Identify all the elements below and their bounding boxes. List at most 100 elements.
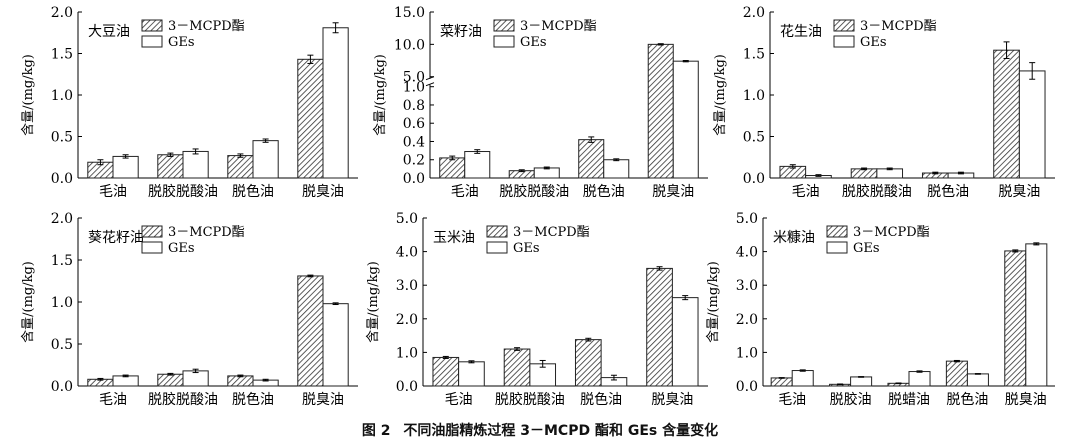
y-tick-label: 0.4 xyxy=(403,134,425,150)
x-tick-label: 脱色油 xyxy=(583,183,625,200)
bar-ges xyxy=(252,140,279,179)
bar-mcpd xyxy=(439,157,466,179)
bar-ges xyxy=(322,27,349,179)
bar-ges xyxy=(182,150,209,179)
x-tick-label: 脱胶脱酸油 xyxy=(148,391,218,408)
y-tick-label: 0.8 xyxy=(403,98,425,114)
x-tick-label: 脱胶油 xyxy=(830,391,872,408)
error-bar xyxy=(97,377,104,381)
chart-panel-3: 0.0 0.5 1.0 1.5 2.0 含量/(mg/kg) 毛油 脱胶脱酸油 脱色油 脱臭油 花生… xyxy=(712,5,1055,200)
error-bar xyxy=(474,149,481,154)
x-tick-label: 毛油 xyxy=(99,392,127,408)
error-bar xyxy=(332,22,339,34)
bar-mcpd xyxy=(157,154,184,179)
bar-mcpd xyxy=(432,356,460,387)
bar-mcpd xyxy=(578,139,605,179)
error-bar xyxy=(1012,249,1019,253)
bar-ges xyxy=(182,370,209,387)
y-axis-label: 含量/(mg/kg) xyxy=(712,54,728,136)
bar-mcpd xyxy=(850,168,878,179)
bar-ges xyxy=(464,151,491,179)
error-bar xyxy=(307,54,314,64)
y-tick-label: 5.0 xyxy=(736,211,758,227)
y-axis-label: 含量/(mg/kg) xyxy=(20,54,36,136)
bar-mcpd xyxy=(945,360,968,387)
y-axis-label: 含量/(mg/kg) xyxy=(365,261,381,343)
y-axis-label: 含量/(mg/kg) xyxy=(372,54,388,136)
y-tick-label: 1.0 xyxy=(396,345,418,361)
chart-title: 大豆油 xyxy=(88,24,130,40)
chart-panel-1: 0.0 0.5 1.0 1.5 2.0 含量/(mg/kg) 毛油 脱胶脱酸油 脱色油 脱臭油 大豆… xyxy=(20,5,358,200)
legend-swatch xyxy=(486,241,508,254)
x-tick-label: 脱胶脱酸油 xyxy=(499,183,569,200)
bar-ges xyxy=(876,168,904,179)
y-tick-label: 4.0 xyxy=(396,245,418,261)
legend-swatch xyxy=(826,225,848,238)
figure-number: 图 2 xyxy=(361,423,391,439)
error-bar xyxy=(610,374,617,381)
x-tick-label: 脱色油 xyxy=(232,183,274,200)
y-axis-label: 含量/(mg/kg) xyxy=(20,261,36,343)
error-bar xyxy=(613,158,620,162)
error-bar xyxy=(799,369,806,372)
error-bar xyxy=(815,174,822,177)
error-bar xyxy=(858,376,865,378)
y-tick-label: 5.0 xyxy=(396,211,418,227)
error-bar xyxy=(789,164,796,169)
error-bar xyxy=(468,360,475,364)
error-bar xyxy=(237,374,244,378)
error-bar xyxy=(953,359,960,363)
legend-swatch xyxy=(493,35,515,48)
bar-mcpd xyxy=(227,155,254,179)
y-tick-label: 3.0 xyxy=(396,278,418,294)
x-tick-label: 脱色油 xyxy=(580,391,622,408)
legend-label: GEs xyxy=(168,241,195,256)
y-tick-label: 0.0 xyxy=(51,171,73,187)
y-tick-label: 2.0 xyxy=(396,312,418,328)
x-tick-label: 脱臭油 xyxy=(998,184,1040,200)
axis-break-mark xyxy=(425,82,435,87)
bar-ges xyxy=(908,371,931,387)
y-tick-label: 2.0 xyxy=(51,5,73,21)
bar-mcpd xyxy=(647,43,674,179)
x-tick-label: 脱色油 xyxy=(927,183,969,200)
bar-mcpd xyxy=(227,375,254,387)
chart-panel-2: 0.0 0.2 0.4 0.6 0.8 1.05.0 10.0 15.0 含量/(mg/kg) 毛… xyxy=(372,5,708,200)
legend-label: GEs xyxy=(513,241,540,256)
legend-swatch xyxy=(486,225,508,238)
bar-ges xyxy=(1018,70,1046,179)
legend-swatch xyxy=(141,225,163,238)
y-tick-label: 15.0 xyxy=(394,5,425,21)
bar-ges xyxy=(1025,243,1048,387)
x-tick-label: 脱蜡油 xyxy=(888,392,930,408)
chart-title: 花生油 xyxy=(780,24,822,40)
bar-ges xyxy=(791,370,814,387)
x-tick-label: 毛油 xyxy=(792,184,820,200)
error-bar xyxy=(167,372,174,376)
bar-mcpd xyxy=(503,348,531,387)
y-tick-label: 1.5 xyxy=(51,47,73,63)
error-bar xyxy=(539,359,546,368)
error-bar xyxy=(932,171,939,175)
y-tick-label: 0.5 xyxy=(743,130,765,146)
y-tick-label: 0.0 xyxy=(743,171,765,187)
y-axis-label: 含量/(mg/kg) xyxy=(705,261,721,343)
legend-swatch xyxy=(833,35,855,48)
error-bar xyxy=(886,167,893,171)
y-tick-label: 1.5 xyxy=(743,47,765,63)
legend-label: GEs xyxy=(853,241,880,256)
bar-ges xyxy=(672,60,699,179)
y-tick-label: 3.0 xyxy=(736,278,758,294)
bar-ges xyxy=(112,375,139,387)
legend-label: GEs xyxy=(520,35,547,50)
chart-title: 菜籽油 xyxy=(440,24,482,40)
error-bar xyxy=(543,166,550,170)
error-bar xyxy=(778,377,785,379)
x-tick-label: 脱胶脱酸油 xyxy=(842,183,912,200)
error-bar xyxy=(192,148,199,155)
legend-swatch xyxy=(141,35,163,48)
error-bar xyxy=(974,373,981,375)
error-bar xyxy=(307,274,314,278)
legend-label: 3－MCPD酯 xyxy=(513,225,590,240)
